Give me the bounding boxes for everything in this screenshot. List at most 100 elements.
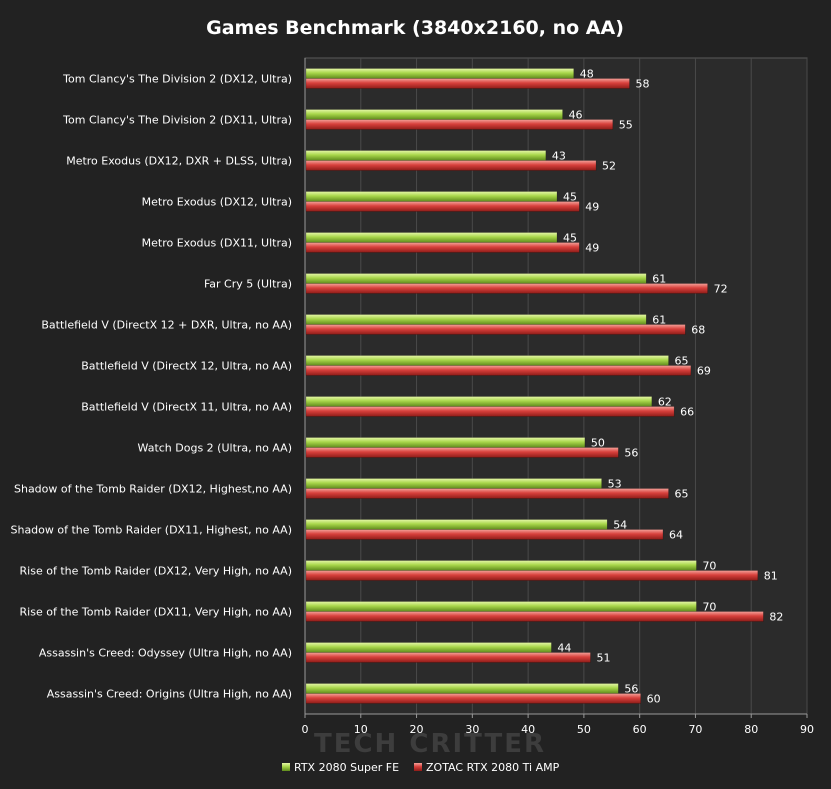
data-label: 51 bbox=[596, 652, 610, 665]
bar-rtx-2080-super-fe bbox=[305, 150, 547, 161]
data-label: 56 bbox=[624, 447, 638, 460]
chart-title: Games Benchmark (3840x2160, no AA) bbox=[206, 17, 624, 39]
data-label: 70 bbox=[702, 560, 716, 573]
data-label: 50 bbox=[591, 437, 605, 450]
category-label: Tom Clancy's The Division 2 (DX12, Ultra… bbox=[62, 73, 292, 86]
category-label: Metro Exodus (DX12, DXR + DLSS, Ultra) bbox=[66, 155, 292, 168]
bar-zotac-rtx-2080-ti-amp bbox=[305, 160, 597, 171]
bar-zotac-rtx-2080-ti-amp bbox=[305, 611, 764, 622]
data-label: 68 bbox=[691, 324, 705, 337]
bar-zotac-rtx-2080-ti-amp bbox=[305, 488, 669, 499]
data-label: 82 bbox=[769, 611, 783, 624]
data-label: 61 bbox=[652, 273, 666, 286]
bar-rtx-2080-super-fe bbox=[305, 109, 563, 120]
x-axis: 0 10 20 30 40 50 60 70 80 90 bbox=[302, 58, 814, 736]
bar-rtx-2080-super-fe bbox=[305, 437, 586, 448]
category-label: Rise of the Tomb Raider (DX11, Very High… bbox=[20, 606, 292, 619]
data-label: 60 bbox=[647, 693, 661, 706]
data-label: 55 bbox=[619, 119, 633, 132]
data-label: 65 bbox=[675, 488, 689, 501]
x-tick-label: 10 bbox=[354, 723, 368, 736]
legend: RTX 2080 Super FE ZOTAC RTX 2080 Ti AMP bbox=[282, 761, 560, 774]
category-label: Battlefield V (DirectX 11, Ultra, no AA) bbox=[81, 401, 292, 414]
data-label: 53 bbox=[608, 478, 622, 491]
data-label: 66 bbox=[680, 406, 694, 419]
data-label: 72 bbox=[714, 283, 728, 296]
category-labels: Tom Clancy's The Division 2 (DX12, Ultra… bbox=[10, 73, 292, 701]
data-label: 46 bbox=[569, 109, 583, 122]
data-label: 81 bbox=[764, 570, 778, 583]
data-label: 69 bbox=[697, 365, 711, 378]
bar-zotac-rtx-2080-ti-amp bbox=[305, 447, 619, 458]
category-label: Metro Exodus (DX11, Ultra) bbox=[142, 237, 292, 250]
bar-zotac-rtx-2080-ti-amp bbox=[305, 119, 614, 130]
bar-rtx-2080-super-fe bbox=[305, 355, 669, 366]
data-label: 64 bbox=[669, 529, 683, 542]
x-tick-label: 50 bbox=[577, 723, 591, 736]
bar-rtx-2080-super-fe bbox=[305, 191, 558, 202]
data-label: 56 bbox=[624, 683, 638, 696]
x-tick-label: 60 bbox=[633, 723, 647, 736]
bar-zotac-rtx-2080-ti-amp bbox=[305, 242, 580, 253]
x-tick-label: 80 bbox=[744, 723, 758, 736]
bar-rtx-2080-super-fe bbox=[305, 314, 647, 325]
bar-rtx-2080-super-fe bbox=[305, 478, 602, 489]
bar-rtx-2080-super-fe bbox=[305, 560, 697, 571]
bar-zotac-rtx-2080-ti-amp bbox=[305, 529, 664, 540]
category-label: Shadow of the Tomb Raider (DX11, Highest… bbox=[10, 524, 292, 537]
bar-zotac-rtx-2080-ti-amp bbox=[305, 78, 630, 89]
data-label: 52 bbox=[602, 160, 616, 173]
category-label: Rise of the Tomb Raider (DX12, Very High… bbox=[20, 565, 292, 578]
data-label: 62 bbox=[658, 396, 672, 409]
data-label: 70 bbox=[702, 601, 716, 614]
bar-rtx-2080-super-fe bbox=[305, 519, 608, 530]
bar-rtx-2080-super-fe bbox=[305, 232, 558, 243]
bar-rtx-2080-super-fe bbox=[305, 601, 697, 612]
data-label: 49 bbox=[585, 201, 599, 214]
bar-rtx-2080-super-fe bbox=[305, 273, 647, 284]
x-tick-label: 0 bbox=[302, 723, 309, 736]
bar-rtx-2080-super-fe bbox=[305, 396, 653, 407]
category-label: Assassin's Creed: Origins (Ultra High, n… bbox=[47, 688, 292, 701]
category-label: Watch Dogs 2 (Ultra, no AA) bbox=[138, 442, 292, 455]
data-label: 43 bbox=[552, 150, 566, 163]
bar-zotac-rtx-2080-ti-amp bbox=[305, 406, 675, 417]
bar-zotac-rtx-2080-ti-amp bbox=[305, 365, 692, 376]
data-label: 45 bbox=[563, 191, 577, 204]
data-label: 48 bbox=[580, 68, 594, 81]
bar-zotac-rtx-2080-ti-amp bbox=[305, 283, 708, 294]
x-tick-label: 90 bbox=[800, 723, 814, 736]
watermark-text: TECH CRITTER bbox=[314, 729, 546, 759]
legend-label: ZOTAC RTX 2080 Ti AMP bbox=[426, 761, 560, 774]
x-tick-label: 30 bbox=[465, 723, 479, 736]
bar-zotac-rtx-2080-ti-amp bbox=[305, 201, 580, 212]
data-label: 58 bbox=[636, 78, 650, 91]
data-label: 54 bbox=[613, 519, 627, 532]
legend-swatch bbox=[282, 763, 290, 771]
data-label: 49 bbox=[585, 242, 599, 255]
x-tick-label: 40 bbox=[521, 723, 535, 736]
x-tick-label: 20 bbox=[410, 723, 424, 736]
category-label: Tom Clancy's The Division 2 (DX11, Ultra… bbox=[62, 114, 292, 127]
x-tick-label: 70 bbox=[688, 723, 702, 736]
bar-zotac-rtx-2080-ti-amp bbox=[305, 652, 591, 663]
category-label: Assassin's Creed: Odyssey (Ultra High, n… bbox=[39, 647, 292, 660]
bar-zotac-rtx-2080-ti-amp bbox=[305, 693, 641, 704]
category-label: Shadow of the Tomb Raider (DX12, Highest… bbox=[14, 483, 292, 496]
bars: 48 58 46 55 43 52 45 49 45 49 61 72 61 68 65 69 62 66 50 56… bbox=[305, 68, 783, 706]
watermark: TECH CRITTER bbox=[314, 729, 546, 759]
category-label: Metro Exodus (DX12, Ultra) bbox=[142, 196, 292, 209]
bar-rtx-2080-super-fe bbox=[305, 68, 574, 79]
data-label: 65 bbox=[675, 355, 689, 368]
category-label: Battlefield V (DirectX 12, Ultra, no AA) bbox=[81, 360, 292, 373]
data-label: 61 bbox=[652, 314, 666, 327]
legend-swatch bbox=[414, 763, 422, 771]
category-label: Battlefield V (DirectX 12 + DXR, Ultra, … bbox=[41, 319, 292, 332]
bar-zotac-rtx-2080-ti-amp bbox=[305, 324, 686, 335]
bar-rtx-2080-super-fe bbox=[305, 642, 552, 653]
bar-rtx-2080-super-fe bbox=[305, 683, 619, 694]
legend-label: RTX 2080 Super FE bbox=[294, 761, 399, 774]
data-label: 44 bbox=[557, 642, 571, 655]
